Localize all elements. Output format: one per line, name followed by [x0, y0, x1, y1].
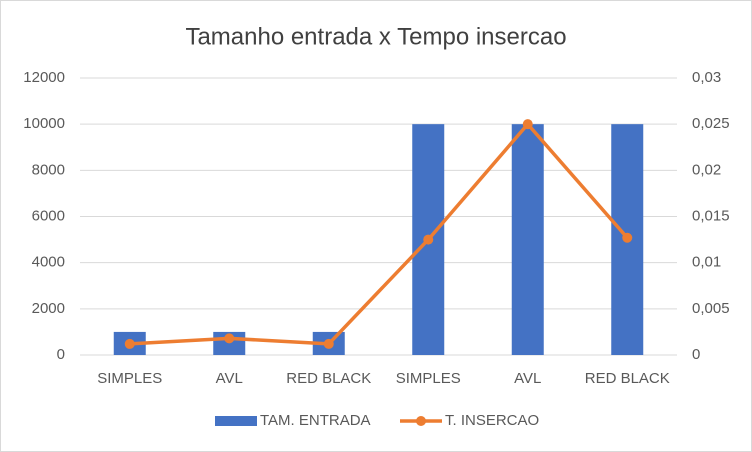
x-tick-label: AVL [514, 370, 541, 387]
line-marker [622, 232, 633, 243]
y-tick-label: 2000 [32, 300, 65, 317]
y-tick-label: 6000 [32, 207, 65, 224]
y2-tick-label: 0,02 [692, 161, 721, 178]
legend-label: TAM. ENTRADA [260, 412, 371, 429]
y2-tick-label: 0,025 [692, 115, 730, 132]
chart-title: Tamanho entrada x Tempo insercao [185, 23, 566, 50]
y2-tick-label: 0 [692, 346, 700, 363]
x-tick-label: AVL [216, 370, 243, 387]
line [129, 122, 629, 346]
legend-marker [416, 416, 426, 426]
y-tick-label: 10000 [23, 115, 65, 132]
line-marker [423, 234, 434, 245]
legend-swatch [215, 416, 257, 426]
line-marker [124, 338, 135, 349]
y-tick-label: 0 [57, 346, 65, 363]
y-tick-label: 4000 [32, 254, 65, 271]
y2-tick-label: 0,01 [692, 254, 721, 271]
line-marker [323, 338, 334, 349]
y2-tick-label: 0,005 [692, 300, 730, 317]
y-tick-label: 12000 [23, 69, 65, 86]
legend-label: T. INSERCAO [445, 412, 539, 429]
bar [511, 124, 544, 356]
line-marker [522, 119, 533, 130]
y-tick-label: 8000 [32, 161, 65, 178]
x-tick-label: RED BLACK [286, 370, 371, 387]
x-tick-label: RED BLACK [585, 370, 670, 387]
x-tick-label: SIMPLES [97, 370, 162, 387]
x-tick-label: SIMPLES [396, 370, 461, 387]
line-marker [224, 333, 235, 344]
y2-tick-label: 0,03 [692, 69, 721, 86]
y2-tick-label: 0,015 [692, 207, 730, 224]
